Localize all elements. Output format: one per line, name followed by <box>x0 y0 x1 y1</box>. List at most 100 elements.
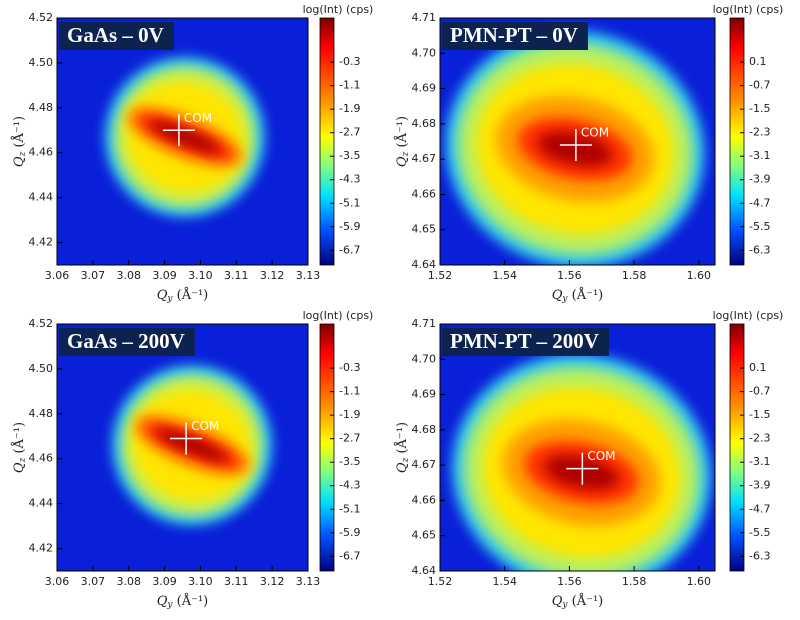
colorbar-tick-label: -1.1 <box>339 79 360 92</box>
y-tick-label: 4.46 <box>29 452 54 465</box>
heatmap <box>440 324 715 571</box>
y-tick-label: 4.71 <box>412 317 437 330</box>
com-label: COM <box>191 419 219 433</box>
x-tick-label: 3.12 <box>260 575 285 588</box>
y-axis-label-unit: (Å⁻¹) <box>394 422 410 458</box>
y-axis-label: Qz (Å⁻¹) <box>11 116 28 167</box>
colorbar-tick-label: -0.7 <box>749 79 770 92</box>
x-axis-label-unit: (Å⁻¹) <box>173 287 209 303</box>
y-axis-label-main: Q <box>395 462 410 473</box>
x-axis-label-unit: (Å⁻¹) <box>173 593 209 609</box>
intensity-region <box>537 131 613 167</box>
colorbar-tick-label: -6.7 <box>339 243 360 256</box>
y-tick-label: 4.66 <box>412 187 437 200</box>
x-tick-label: 3.09 <box>152 575 177 588</box>
panel-title: PMN-PT – 0V <box>450 23 578 47</box>
y-tick-label: 4.69 <box>412 388 437 401</box>
colorbar-tick-label: -3.1 <box>749 455 770 468</box>
x-axis-label-unit: (Å⁻¹) <box>568 593 604 609</box>
colorbar-tick-label: -6.3 <box>749 243 770 256</box>
x-tick-label: 3.08 <box>116 575 141 588</box>
y-tick-label: 4.65 <box>412 529 437 542</box>
colorbar-tick-label: -5.5 <box>749 220 770 233</box>
y-tick-label: 4.50 <box>29 56 54 69</box>
y-tick-label: 4.52 <box>29 317 54 330</box>
x-axis-label-main: Q <box>157 288 168 303</box>
colorbar-tick-label: -4.3 <box>339 173 360 186</box>
x-axis-label-main: Q <box>552 594 563 609</box>
x-axis-label-main: Q <box>552 288 563 303</box>
x-axis-label: Qy (Å⁻¹) <box>552 287 604 304</box>
colorbar-tick-label: -1.5 <box>749 408 770 421</box>
title-box <box>442 328 609 356</box>
heatmap <box>57 18 308 265</box>
y-tick-label: 4.64 <box>412 564 437 577</box>
y-tick-label: 4.70 <box>412 46 437 59</box>
colorbar-tick-label: -3.1 <box>749 149 770 162</box>
x-tick-label: 1.60 <box>687 269 712 282</box>
colorbar-tick-label: -2.3 <box>749 432 770 445</box>
y-axis-label-main: Q <box>395 156 410 167</box>
intensity-region <box>544 455 619 491</box>
title-box <box>442 22 588 50</box>
colorbar-tick-label: -1.9 <box>339 102 360 115</box>
x-tick-label: 1.54 <box>492 575 517 588</box>
y-axis-label-main: Q <box>12 462 27 473</box>
colorbar-tick-label: -3.9 <box>749 173 770 186</box>
colorbar <box>729 323 745 572</box>
y-tick-label: 4.44 <box>29 497 54 510</box>
x-tick-label: 3.10 <box>188 575 213 588</box>
y-axis-label-main: Q <box>12 156 27 167</box>
y-tick-label: 4.44 <box>29 191 54 204</box>
colorbar-tick-label: -0.7 <box>749 385 770 398</box>
colorbar-tick-label: -4.3 <box>339 479 360 492</box>
y-axis-label-sub: z <box>18 457 28 463</box>
plot-frame <box>439 17 716 266</box>
y-tick-label: 4.70 <box>412 352 437 365</box>
x-tick-label: 1.58 <box>622 269 647 282</box>
x-tick-label: 3.13 <box>296 269 321 282</box>
y-tick-label: 4.48 <box>29 101 54 114</box>
colorbar-tick-label: -5.9 <box>339 526 360 539</box>
x-axis-label-sub: y <box>166 600 173 610</box>
x-tick-label: 1.60 <box>687 575 712 588</box>
intensity-region <box>156 429 228 461</box>
colorbar-tick-label: -5.1 <box>339 502 360 515</box>
panel-title: GaAs – 0V <box>67 23 164 47</box>
com-label: COM <box>587 449 615 463</box>
y-tick-label: 4.66 <box>412 493 437 506</box>
y-tick-label: 4.48 <box>29 407 54 420</box>
y-axis-label-sub: z <box>401 457 411 463</box>
y-axis-label: Qz (Å⁻¹) <box>394 116 411 167</box>
colorbar-tick-label: -5.1 <box>339 196 360 209</box>
x-axis-label-sub: y <box>561 600 568 610</box>
x-tick-label: 3.07 <box>81 269 106 282</box>
x-tick-label: 1.58 <box>622 575 647 588</box>
title-box <box>59 22 174 50</box>
colorbar-tick-label: -1.5 <box>749 102 770 115</box>
colorbar-label: log(Int) (cps) <box>303 3 374 16</box>
y-axis-label-sub: z <box>18 151 28 157</box>
colorbar-tick-label: -0.3 <box>339 55 360 68</box>
y-tick-label: 4.50 <box>29 362 54 375</box>
colorbar-tick-label: -3.5 <box>339 455 360 468</box>
x-axis-label-unit: (Å⁻¹) <box>568 287 604 303</box>
x-tick-label: 3.08 <box>116 269 141 282</box>
x-tick-label: 3.06 <box>45 575 70 588</box>
title-box <box>59 328 195 356</box>
intensity-region <box>149 121 221 153</box>
x-tick-label: 3.06 <box>45 269 70 282</box>
x-tick-label: 1.54 <box>492 269 517 282</box>
com-label: COM <box>581 126 609 140</box>
x-tick-label: 1.52 <box>428 269 453 282</box>
colorbar-tick-label: -3.9 <box>749 479 770 492</box>
colorbar-tick-label: -2.7 <box>339 432 360 445</box>
y-tick-label: 4.64 <box>412 258 437 271</box>
y-tick-label: 4.67 <box>412 152 437 165</box>
y-axis-label-unit: (Å⁻¹) <box>394 116 410 152</box>
colorbar <box>319 323 335 572</box>
y-tick-label: 4.52 <box>29 11 54 24</box>
colorbar-tick-label: -1.1 <box>339 385 360 398</box>
x-axis-label: Qy (Å⁻¹) <box>552 593 604 610</box>
